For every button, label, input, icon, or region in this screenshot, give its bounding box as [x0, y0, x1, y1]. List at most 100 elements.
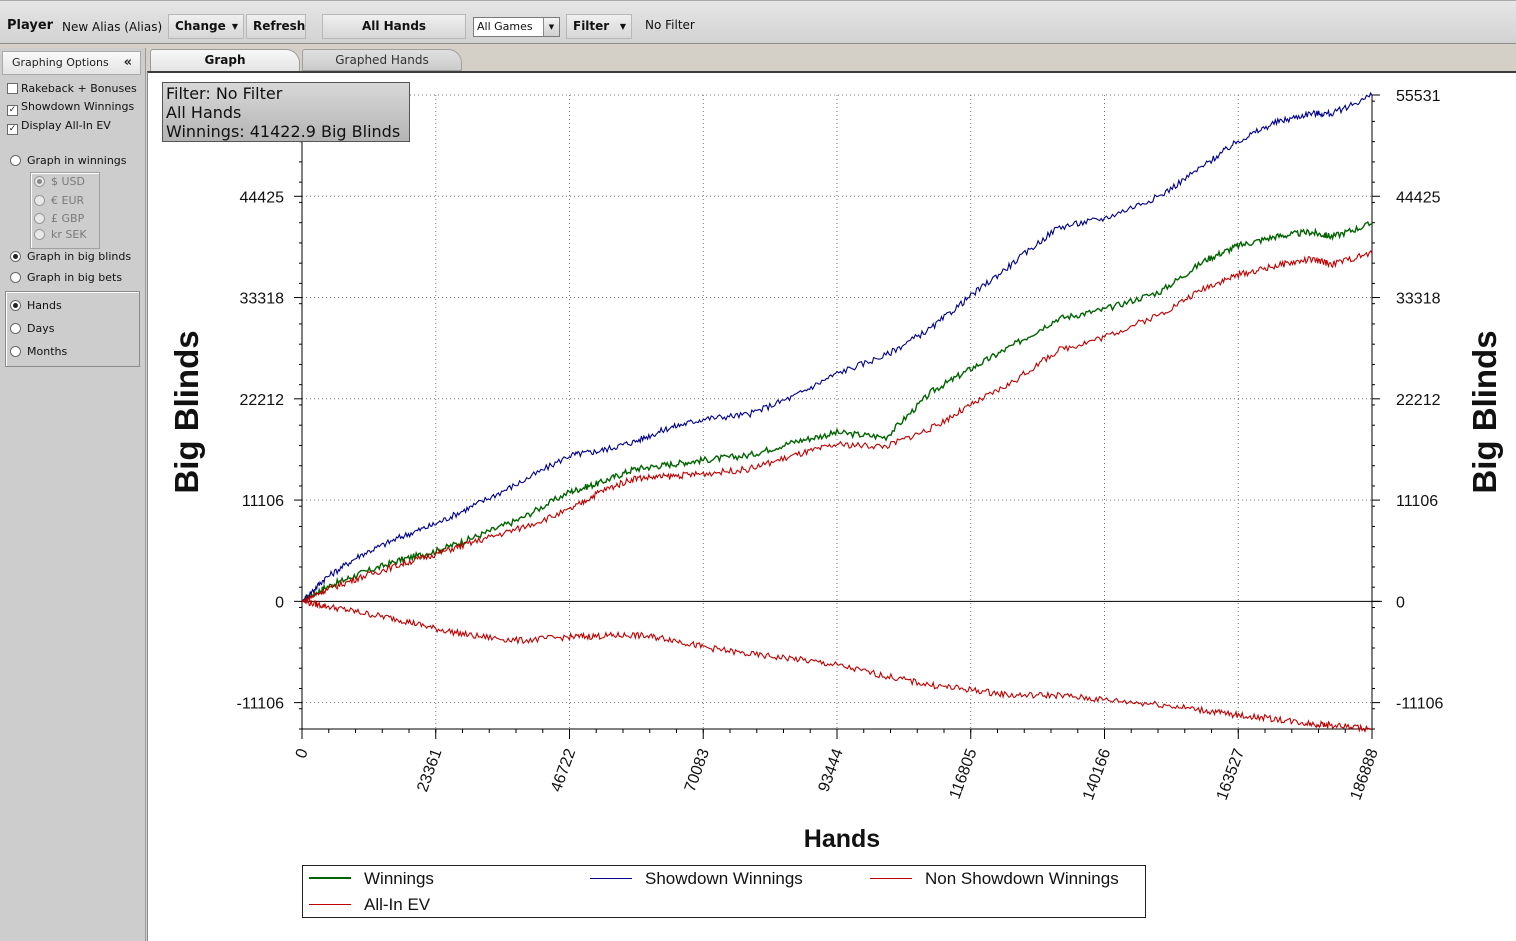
- graphing-options-sidebar: Graphing Options « Rakeback + Bonuses ✓ S…: [0, 48, 146, 941]
- series-line-winnings: [301, 221, 1373, 602]
- currency-sek-radio[interactable]: kr SEK: [34, 228, 87, 242]
- sidebar-header: Graphing Options «: [2, 51, 141, 75]
- filter-button-label: Filter: [573, 19, 610, 33]
- series-line-showdown-winnings: [301, 91, 1373, 603]
- tab-graph[interactable]: Graph: [150, 49, 300, 71]
- radio-icon[interactable]: [34, 176, 45, 187]
- legend-swatch: [309, 904, 351, 905]
- checkbox-icon[interactable]: [7, 83, 18, 94]
- all-hands-button[interactable]: All Hands: [322, 14, 466, 39]
- tab-graphed-hands[interactable]: Graphed Hands: [302, 49, 462, 71]
- showdown-winnings-label: Showdown Winnings: [21, 100, 135, 113]
- chart-legend: Winnings Showdown Winnings Non Showdown …: [302, 865, 1146, 918]
- change-button[interactable]: Change ▼: [168, 14, 244, 39]
- legend-label: Showdown Winnings: [645, 869, 803, 888]
- y-tick-label: -11106: [1396, 696, 1444, 713]
- legend-label: All-In EV: [364, 895, 431, 914]
- y-tick-label: 22212: [1396, 392, 1441, 409]
- showdown-winnings-checkbox[interactable]: ✓ Showdown Winnings: [7, 100, 134, 116]
- graph-in-big-bets-label: Graph in big bets: [27, 271, 123, 284]
- player-alias[interactable]: New Alias (Alias): [62, 20, 163, 34]
- series-line-non-showdown-winnings: [301, 598, 1373, 733]
- graph-in-big-bets-radio[interactable]: Graph in big bets: [10, 271, 122, 285]
- y-tick-label: 11106: [242, 493, 284, 510]
- graph-panel: -11106 -11106 0 0 11106 11106 22212 22212 33318 3…: [147, 71, 1516, 941]
- all-hands-button-label: All Hands: [361, 19, 427, 33]
- currency-sek-label: kr SEK: [51, 228, 87, 241]
- x-axis-hands-radio[interactable]: Hands: [10, 299, 62, 313]
- x-axis-months-label: Months: [27, 345, 68, 358]
- info-hands: All Hands: [166, 103, 242, 122]
- collapse-icon[interactable]: «: [123, 55, 132, 70]
- legend-item-allin-ev: All-In EV: [309, 895, 430, 915]
- y-tick-label: -11106: [237, 696, 285, 713]
- y-axis-title-right: Big Blinds: [1466, 330, 1503, 493]
- change-button-label: Change: [175, 19, 226, 33]
- currency-gbp-label: £ GBP: [51, 212, 85, 225]
- radio-icon[interactable]: [10, 300, 21, 311]
- x-axis-months-radio[interactable]: Months: [10, 345, 67, 359]
- info-filter: Filter: No Filter: [166, 84, 283, 103]
- y-tick-label: 0: [275, 594, 284, 611]
- legend-label: Winnings: [364, 869, 434, 888]
- x-tick-label: 46722: [548, 746, 579, 794]
- toolbar: Player New Alias (Alias) Change ▼ Refresh…: [0, 0, 1516, 44]
- legend-item-non-showdown: Non Showdown Winnings: [870, 869, 1119, 889]
- games-select-value: All Games: [477, 20, 533, 33]
- allin-ev-checkbox[interactable]: ✓ Display All-In EV: [7, 119, 111, 135]
- player-label: Player: [7, 18, 54, 33]
- legend-swatch: [870, 878, 912, 879]
- y-tick-label: 0: [1396, 594, 1405, 611]
- currency-eur-label: € EUR: [51, 194, 85, 207]
- y-tick-label: 44425: [1396, 189, 1441, 206]
- y-tick-label: 22212: [240, 392, 285, 409]
- checkmark-icon[interactable]: ✓: [7, 105, 18, 116]
- rakeback-checkbox[interactable]: Rakeback + Bonuses: [7, 82, 137, 96]
- checkmark-icon[interactable]: ✓: [7, 124, 18, 135]
- radio-icon[interactable]: [10, 272, 21, 283]
- radio-icon[interactable]: [10, 346, 21, 357]
- radio-icon[interactable]: [34, 229, 45, 240]
- legend-swatch: [590, 878, 632, 879]
- filter-button[interactable]: Filter ▼: [566, 14, 632, 39]
- radio-icon[interactable]: [10, 155, 21, 166]
- y-tick-label: 55531: [1396, 88, 1441, 105]
- x-tick-label: 163527: [1214, 746, 1248, 802]
- y-tick-label: 44425: [240, 189, 285, 206]
- chevron-down-icon: ▼: [619, 22, 626, 31]
- y-tick-label: 11106: [1396, 493, 1438, 510]
- currency-gbp-radio[interactable]: £ GBP: [34, 212, 84, 226]
- x-tick-label: 23361: [414, 746, 445, 794]
- radio-icon[interactable]: [10, 323, 21, 334]
- currency-usd-radio[interactable]: $ USD: [34, 175, 85, 189]
- chevron-down-icon: ▼: [231, 22, 238, 31]
- sidebar-title: Graphing Options: [12, 56, 109, 69]
- filter-status: No Filter: [645, 18, 695, 32]
- legend-swatch: [309, 877, 351, 879]
- refresh-button[interactable]: Refresh: [246, 14, 306, 39]
- allin-ev-label: Display All-In EV: [21, 119, 111, 132]
- graph-in-winnings-radio[interactable]: Graph in winnings: [10, 154, 127, 168]
- radio-icon[interactable]: [10, 251, 21, 262]
- x-axis-group: [5, 291, 140, 367]
- dropdown-arrow-icon[interactable]: ▼: [543, 18, 559, 36]
- graph-in-big-blinds-radio[interactable]: Graph in big blinds: [10, 250, 131, 264]
- y-tick-label: 33318: [240, 291, 285, 308]
- legend-item-showdown: Showdown Winnings: [590, 869, 803, 889]
- games-select[interactable]: All Games ▼: [473, 17, 560, 37]
- x-axis-days-radio[interactable]: Days: [10, 322, 54, 336]
- x-tick-label: 140166: [1080, 746, 1114, 802]
- x-tick-label: 116805: [947, 746, 981, 801]
- x-tick-label: 93444: [816, 746, 847, 794]
- info-winnings: Winnings: 41422.9 Big Blinds: [166, 122, 401, 141]
- x-axis-days-label: Days: [27, 322, 55, 335]
- radio-icon[interactable]: [34, 195, 45, 206]
- rakeback-label: Rakeback + Bonuses: [21, 82, 137, 95]
- series-line-allin-ev: [301, 250, 1373, 604]
- radio-icon[interactable]: [34, 213, 45, 224]
- x-axis-hands-label: Hands: [27, 299, 62, 312]
- currency-group: [30, 172, 100, 249]
- currency-eur-radio[interactable]: € EUR: [34, 194, 84, 208]
- filter-info-box: Filter: No Filter All Hands Winnings: 41…: [162, 82, 410, 142]
